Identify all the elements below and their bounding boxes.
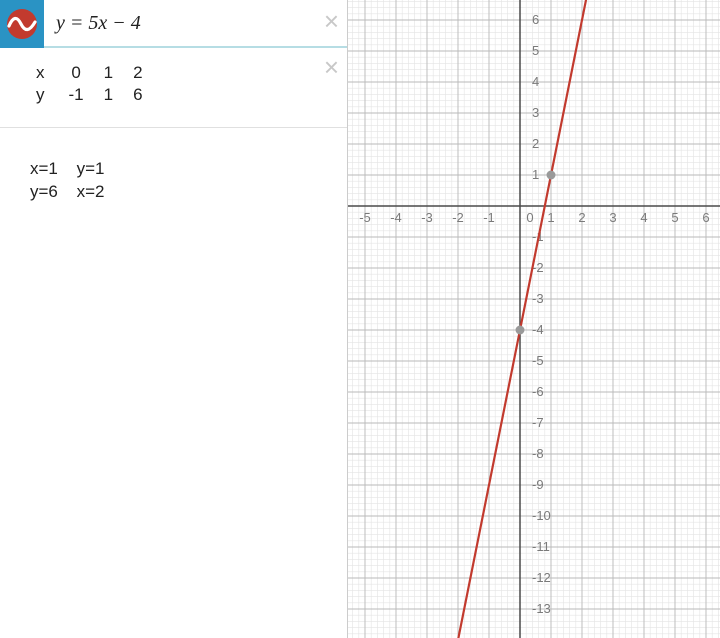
svg-text:5: 5: [671, 210, 678, 225]
svg-text:6: 6: [702, 210, 709, 225]
note-line-2: y=6 x=2: [30, 181, 333, 204]
notes-row[interactable]: 3 x=1 y=1 y=6 x=2: [0, 128, 347, 212]
svg-text:-11: -11: [532, 539, 550, 554]
svg-text:6: 6: [532, 12, 539, 27]
close-icon[interactable]: ×: [324, 8, 339, 34]
svg-text:4: 4: [532, 74, 539, 89]
table-row: x 0 1 2: [30, 62, 157, 84]
table-cell: -1: [63, 84, 98, 106]
svg-text:-12: -12: [532, 570, 551, 585]
table-cell: 1: [98, 62, 127, 84]
svg-text:3: 3: [609, 210, 616, 225]
svg-text:2: 2: [578, 210, 585, 225]
table-header-y: y: [30, 84, 63, 106]
svg-text:-10: -10: [532, 508, 551, 523]
note-text: x=2: [77, 182, 105, 201]
close-icon[interactable]: ×: [324, 54, 339, 80]
note-text: y=6: [30, 182, 58, 201]
svg-text:-6: -6: [532, 384, 544, 399]
svg-text:1: 1: [547, 210, 554, 225]
svg-text:-5: -5: [359, 210, 371, 225]
svg-text:-1: -1: [483, 210, 495, 225]
table-cell: 6: [127, 84, 156, 106]
table-header-x: x: [30, 62, 63, 84]
svg-text:4: 4: [640, 210, 647, 225]
svg-text:0: 0: [526, 210, 533, 225]
svg-text:-9: -9: [532, 477, 544, 492]
svg-text:-3: -3: [532, 291, 544, 306]
app-logo[interactable]: [0, 0, 44, 48]
note-text: x=1: [30, 159, 58, 178]
svg-text:-8: -8: [532, 446, 544, 461]
svg-text:-13: -13: [532, 601, 551, 616]
graph-pane[interactable]: -5-4-3-2-1123456654321-1-2-3-4-5-6-7-8-9…: [348, 0, 720, 638]
svg-text:-4: -4: [390, 210, 402, 225]
table-cell: 1: [98, 84, 127, 106]
app-root: 1 y = 5x − 4 × 2 × x 0 1 2: [0, 0, 720, 638]
svg-text:5: 5: [532, 43, 539, 58]
table-row[interactable]: 2 × x 0 1 2 y -1 1 6: [0, 48, 347, 128]
left-pane: 1 y = 5x − 4 × 2 × x 0 1 2: [0, 0, 348, 638]
svg-text:-4: -4: [532, 322, 544, 337]
table-row: y -1 1 6: [30, 84, 157, 106]
equation-row[interactable]: 1 y = 5x − 4 ×: [0, 0, 347, 48]
svg-text:-2: -2: [452, 210, 464, 225]
svg-text:-3: -3: [421, 210, 433, 225]
xy-table: x 0 1 2 y -1 1 6: [30, 62, 157, 106]
svg-text:-7: -7: [532, 415, 544, 430]
wave-icon: [6, 8, 38, 40]
svg-text:1: 1: [532, 167, 539, 182]
svg-text:3: 3: [532, 105, 539, 120]
equation-text: y = 5x − 4: [56, 12, 141, 34]
svg-text:-5: -5: [532, 353, 544, 368]
graph-canvas[interactable]: -5-4-3-2-1123456654321-1-2-3-4-5-6-7-8-9…: [348, 0, 720, 638]
table-cell: 2: [127, 62, 156, 84]
equation-input[interactable]: y = 5x − 4: [44, 0, 347, 46]
note-line-1: x=1 y=1: [30, 158, 333, 181]
svg-text:2: 2: [532, 136, 539, 151]
table-cell: 0: [63, 62, 98, 84]
note-text: y=1: [77, 159, 105, 178]
